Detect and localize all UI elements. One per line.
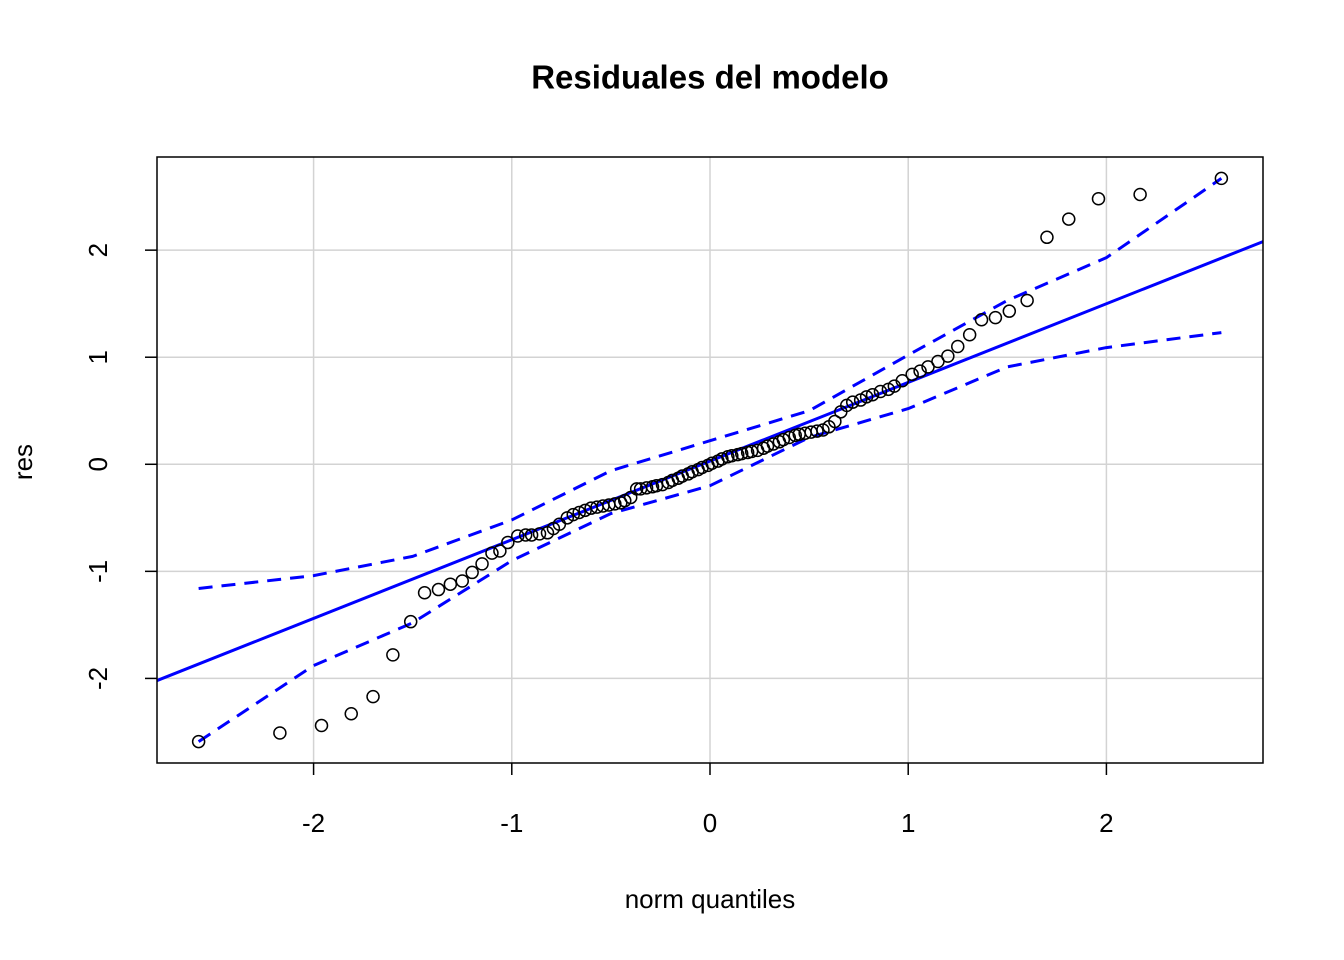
data-point <box>962 327 977 342</box>
data-point <box>951 339 965 354</box>
data-point <box>344 706 358 721</box>
plot-frame <box>156 156 1264 764</box>
envelope-upper <box>198 177 1223 590</box>
data-point <box>776 432 791 447</box>
data-point <box>1062 212 1076 226</box>
y-tick-label: 2 <box>83 243 113 257</box>
data-point <box>988 310 1003 325</box>
data-point <box>895 374 910 388</box>
data-point <box>465 565 479 580</box>
data-point <box>782 430 797 445</box>
data-point <box>314 718 329 733</box>
data-point <box>1214 171 1229 186</box>
data-point <box>191 734 206 749</box>
data-point <box>524 528 539 542</box>
data-point <box>431 582 446 597</box>
data-point <box>386 648 400 662</box>
x-axis-label: norm quantiles <box>625 884 796 914</box>
data-point <box>566 507 580 522</box>
y-tick-label: 1 <box>83 350 113 364</box>
data-point <box>725 448 739 463</box>
y-tick-label: 0 <box>83 457 113 471</box>
data-point <box>913 364 927 378</box>
data-point <box>572 505 586 520</box>
data-point <box>734 446 749 461</box>
data-point <box>1002 304 1017 318</box>
data-point <box>455 574 469 588</box>
data-point <box>629 482 644 496</box>
data-point <box>760 439 775 453</box>
x-tick-label: -1 <box>500 808 523 838</box>
data-point <box>974 312 989 327</box>
data-point <box>865 387 880 402</box>
data-point <box>859 390 874 404</box>
data-point <box>941 349 955 363</box>
y-axis-label: res <box>8 444 38 480</box>
data-point <box>1040 230 1054 245</box>
data-point <box>845 395 860 409</box>
data-point <box>443 577 458 591</box>
x-tick-label: 1 <box>901 808 915 838</box>
data-point <box>475 557 489 571</box>
x-tick-label: 2 <box>1099 808 1113 838</box>
data-point <box>510 529 525 543</box>
envelope-lower <box>197 331 1222 743</box>
data-point <box>608 497 622 511</box>
data-point <box>366 689 380 704</box>
data-point <box>532 527 547 541</box>
data-point <box>715 452 729 466</box>
data-point <box>810 424 824 438</box>
data-point <box>518 528 533 542</box>
data-point <box>273 726 287 740</box>
data-point <box>905 367 919 382</box>
x-tick-label: -2 <box>302 808 325 838</box>
y-tick-label: -2 <box>83 667 113 690</box>
data-point <box>639 481 654 495</box>
data-point <box>828 414 842 429</box>
y-tick-label: -1 <box>83 560 113 583</box>
data-point <box>1133 187 1147 202</box>
data-point <box>485 546 499 560</box>
data-point <box>501 535 515 550</box>
data-point <box>493 544 507 558</box>
data-point <box>417 586 432 600</box>
data-point <box>1020 293 1034 308</box>
reference-line <box>156 240 1264 682</box>
data-point <box>1091 192 1106 206</box>
x-tick-label: 0 <box>703 808 717 838</box>
data-point <box>873 384 888 399</box>
data-point <box>403 614 418 629</box>
chart-title: Residuales del modelo <box>531 59 889 96</box>
